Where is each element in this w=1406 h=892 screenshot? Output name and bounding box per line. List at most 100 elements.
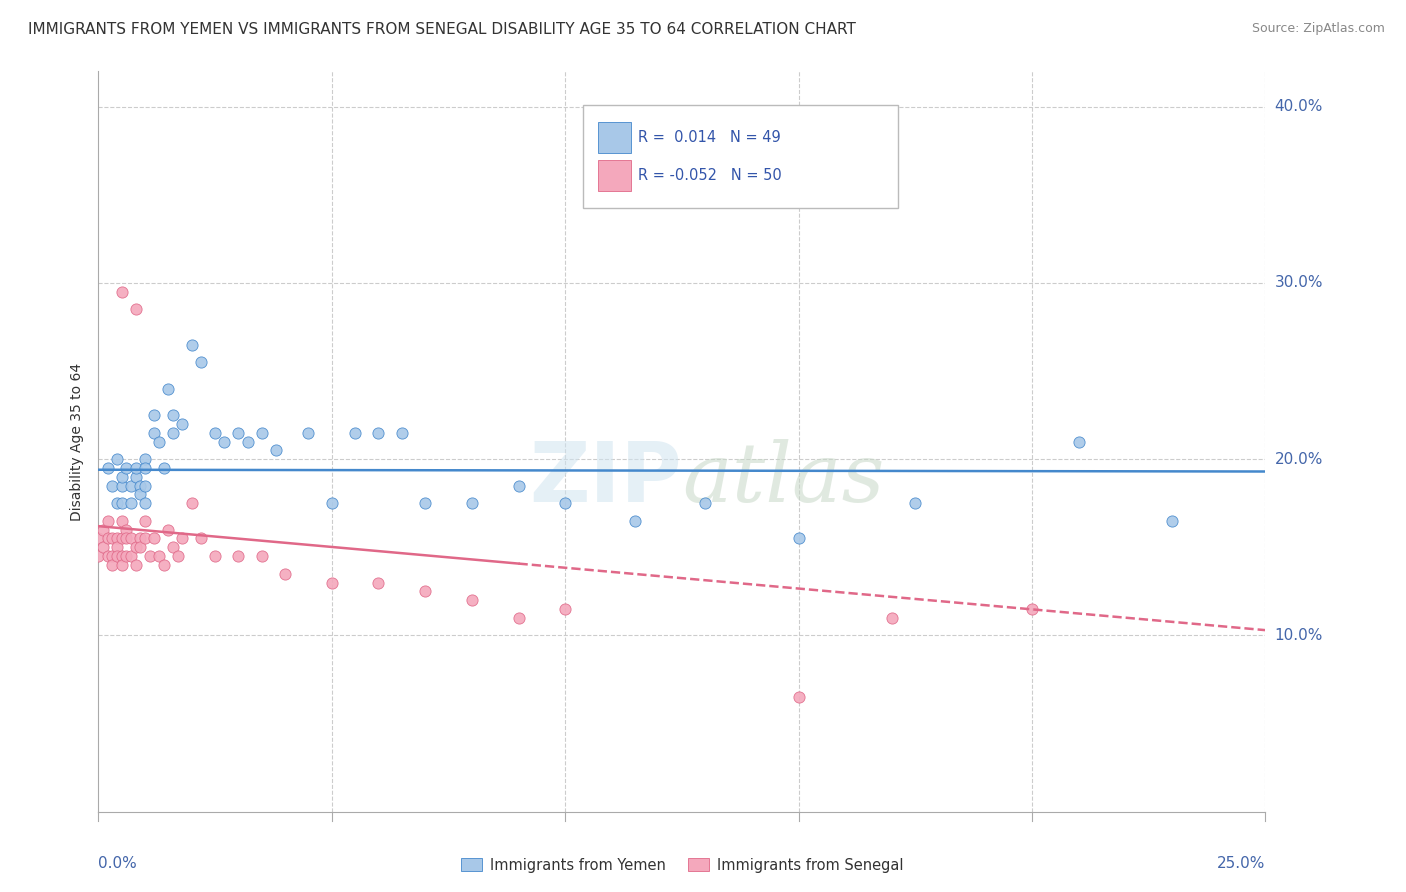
Point: [787, 690, 810, 705]
Point: [204, 425, 226, 440]
Text: atlas: atlas: [682, 439, 884, 518]
Point: [554, 602, 576, 616]
Point: [157, 382, 180, 396]
Point: [125, 541, 148, 555]
Text: R = -0.052   N = 50: R = -0.052 N = 50: [637, 169, 782, 183]
Point: [508, 478, 530, 492]
Point: [105, 452, 128, 467]
Point: [321, 575, 343, 590]
Text: Source: ZipAtlas.com: Source: ZipAtlas.com: [1251, 22, 1385, 36]
Text: 30.0%: 30.0%: [1275, 276, 1323, 291]
Text: 0.0%: 0.0%: [98, 855, 138, 871]
Point: [125, 470, 148, 484]
Point: [157, 523, 180, 537]
Point: [111, 478, 134, 492]
Point: [91, 541, 114, 555]
Point: [115, 532, 138, 546]
Point: [120, 549, 142, 563]
Point: [97, 514, 120, 528]
Point: [250, 425, 273, 440]
Point: [139, 549, 162, 563]
Point: [111, 496, 134, 510]
Point: [461, 496, 484, 510]
Point: [554, 496, 576, 510]
Point: [134, 532, 156, 546]
Point: [228, 425, 250, 440]
Point: [115, 523, 138, 537]
Point: [172, 532, 194, 546]
Text: R =  0.014   N = 49: R = 0.014 N = 49: [637, 129, 780, 145]
Point: [143, 425, 166, 440]
Point: [904, 496, 927, 510]
Point: [204, 549, 226, 563]
Point: [787, 532, 810, 546]
Point: [367, 575, 389, 590]
Point: [111, 285, 134, 299]
Point: [105, 532, 128, 546]
Point: [214, 434, 236, 449]
Point: [162, 541, 184, 555]
Point: [297, 425, 319, 440]
Point: [152, 461, 174, 475]
Point: [101, 558, 124, 572]
Point: [148, 434, 170, 449]
Bar: [598, 121, 630, 153]
Point: [143, 408, 166, 422]
Point: [250, 549, 273, 563]
Point: [134, 514, 156, 528]
Point: [129, 541, 152, 555]
Point: [120, 532, 142, 546]
Point: [125, 461, 148, 475]
Point: [129, 487, 152, 501]
Point: [172, 417, 194, 431]
Point: [111, 470, 134, 484]
Point: [125, 558, 148, 572]
Point: [105, 541, 128, 555]
Point: [413, 496, 436, 510]
Point: [105, 549, 128, 563]
Point: [508, 611, 530, 625]
Point: [321, 496, 343, 510]
Point: [695, 496, 717, 510]
Legend: Immigrants from Yemen, Immigrants from Senegal: Immigrants from Yemen, Immigrants from S…: [454, 852, 910, 879]
Point: [1067, 434, 1090, 449]
Point: [166, 549, 188, 563]
Point: [111, 514, 134, 528]
Point: [115, 549, 138, 563]
Point: [120, 478, 142, 492]
Text: 20.0%: 20.0%: [1275, 451, 1323, 467]
Point: [111, 558, 134, 572]
Point: [143, 532, 166, 546]
Point: [148, 549, 170, 563]
Point: [880, 611, 903, 625]
Point: [391, 425, 413, 440]
Point: [101, 549, 124, 563]
Text: IMMIGRANTS FROM YEMEN VS IMMIGRANTS FROM SENEGAL DISABILITY AGE 35 TO 64 CORRELA: IMMIGRANTS FROM YEMEN VS IMMIGRANTS FROM…: [28, 22, 856, 37]
Point: [180, 496, 202, 510]
Point: [134, 452, 156, 467]
Point: [264, 443, 287, 458]
Point: [97, 461, 120, 475]
Point: [87, 549, 110, 563]
Point: [91, 523, 114, 537]
Point: [105, 496, 128, 510]
Point: [624, 514, 647, 528]
Point: [134, 496, 156, 510]
FancyBboxPatch shape: [582, 104, 898, 209]
Point: [461, 593, 484, 607]
Text: 10.0%: 10.0%: [1275, 628, 1323, 643]
Text: 25.0%: 25.0%: [1218, 855, 1265, 871]
Text: ZIP: ZIP: [530, 438, 682, 519]
Text: Disability Age 35 to 64: Disability Age 35 to 64: [70, 362, 84, 521]
Point: [344, 425, 367, 440]
Point: [120, 496, 142, 510]
Point: [190, 355, 212, 369]
Point: [274, 566, 297, 581]
Point: [129, 478, 152, 492]
Point: [228, 549, 250, 563]
Point: [97, 532, 120, 546]
Point: [134, 478, 156, 492]
Point: [97, 549, 120, 563]
Point: [111, 549, 134, 563]
Point: [162, 408, 184, 422]
